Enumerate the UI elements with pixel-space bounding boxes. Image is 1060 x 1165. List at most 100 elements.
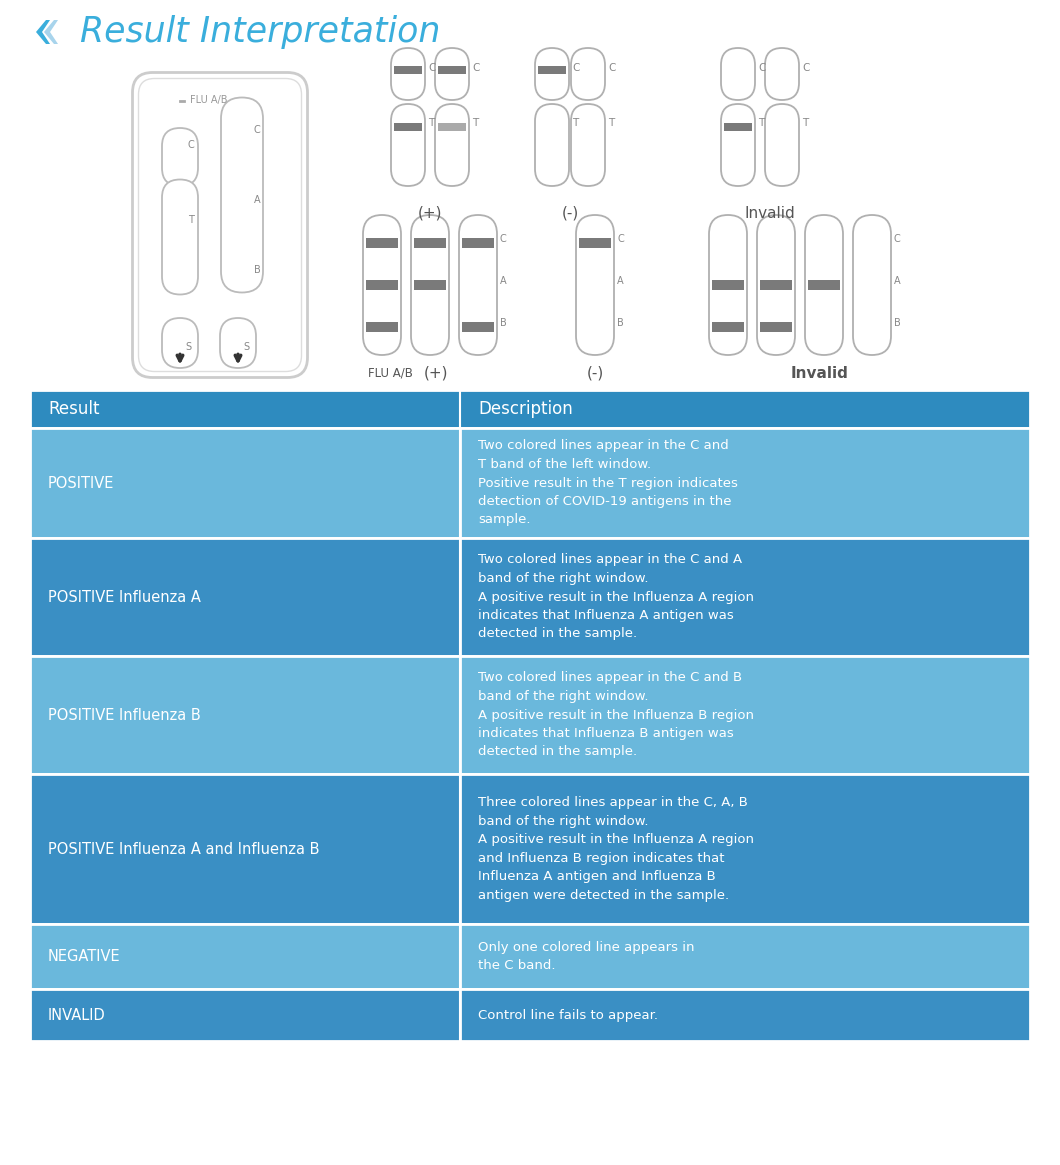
Text: Result: Result <box>48 400 100 418</box>
Text: Invalid: Invalid <box>744 205 795 220</box>
Text: T: T <box>758 118 764 128</box>
Bar <box>414 280 446 290</box>
FancyBboxPatch shape <box>535 104 569 186</box>
Text: Two colored lines appear in the C and
T band of the left window.
Positive result: Two colored lines appear in the C and T … <box>478 439 738 527</box>
Bar <box>760 322 792 332</box>
FancyBboxPatch shape <box>757 216 795 355</box>
Bar <box>460 989 1030 1042</box>
Bar <box>438 123 466 130</box>
Text: POSITIVE: POSITIVE <box>48 475 114 490</box>
Text: C: C <box>894 234 901 243</box>
FancyBboxPatch shape <box>391 104 425 186</box>
Bar <box>460 774 1030 924</box>
Bar <box>460 656 1030 774</box>
FancyBboxPatch shape <box>721 104 755 186</box>
Text: C: C <box>500 234 507 243</box>
Text: Two colored lines appear in the C and B
band of the right window.
A positive res: Two colored lines appear in the C and B … <box>478 671 754 758</box>
FancyBboxPatch shape <box>220 98 263 292</box>
Text: B: B <box>894 318 901 329</box>
Text: S: S <box>186 343 191 352</box>
Text: T: T <box>472 118 478 128</box>
Polygon shape <box>45 20 58 44</box>
Text: (+): (+) <box>424 366 448 381</box>
Bar <box>30 774 460 924</box>
Text: Description: Description <box>478 400 572 418</box>
Polygon shape <box>36 20 50 44</box>
FancyBboxPatch shape <box>435 48 469 100</box>
Bar <box>460 538 1030 656</box>
FancyBboxPatch shape <box>805 216 843 355</box>
FancyBboxPatch shape <box>765 48 799 100</box>
Bar <box>394 123 422 130</box>
Text: Control line fails to appear.: Control line fails to appear. <box>478 1009 658 1022</box>
Text: A: A <box>500 276 507 285</box>
FancyBboxPatch shape <box>571 48 605 100</box>
Text: B: B <box>500 318 507 329</box>
FancyBboxPatch shape <box>853 216 891 355</box>
FancyBboxPatch shape <box>132 72 307 377</box>
FancyBboxPatch shape <box>220 318 257 368</box>
Text: Only one colored line appears in
the C band.: Only one colored line appears in the C b… <box>478 941 694 973</box>
Bar <box>808 280 840 290</box>
Text: C: C <box>428 63 436 73</box>
Bar <box>366 322 398 332</box>
Text: C: C <box>617 234 623 243</box>
Text: C: C <box>608 63 616 73</box>
Bar <box>394 66 422 75</box>
Text: Invalid: Invalid <box>791 366 849 381</box>
Text: B: B <box>617 318 623 329</box>
Bar <box>30 924 460 989</box>
Bar <box>366 280 398 290</box>
Text: INVALID: INVALID <box>48 1008 106 1023</box>
Text: C: C <box>472 63 479 73</box>
Bar <box>538 66 566 75</box>
FancyBboxPatch shape <box>576 216 614 355</box>
Text: Three colored lines appear in the C, A, B
band of the right window.
A positive r: Three colored lines appear in the C, A, … <box>478 796 754 902</box>
FancyBboxPatch shape <box>411 216 449 355</box>
Text: POSITIVE Influenza B: POSITIVE Influenza B <box>48 707 200 722</box>
Text: Two colored lines appear in the C and A
band of the right window.
A positive res: Two colored lines appear in the C and A … <box>478 553 754 641</box>
Text: FLU A/B: FLU A/B <box>190 96 228 106</box>
FancyBboxPatch shape <box>363 216 401 355</box>
Bar <box>30 538 460 656</box>
FancyBboxPatch shape <box>391 48 425 100</box>
Bar <box>30 390 1030 428</box>
Bar <box>760 280 792 290</box>
FancyBboxPatch shape <box>162 318 198 368</box>
Bar <box>579 238 611 248</box>
Bar <box>30 428 460 538</box>
FancyBboxPatch shape <box>709 216 747 355</box>
Bar <box>712 280 744 290</box>
Text: C: C <box>254 125 261 135</box>
Text: C: C <box>802 63 810 73</box>
Bar <box>460 924 1030 989</box>
Bar <box>438 66 466 75</box>
Text: (+): (+) <box>418 205 442 220</box>
Text: C: C <box>572 63 580 73</box>
Bar <box>414 238 446 248</box>
Text: FLU A/B: FLU A/B <box>368 367 413 380</box>
Bar <box>460 428 1030 538</box>
Bar <box>30 656 460 774</box>
FancyBboxPatch shape <box>162 128 198 186</box>
Text: (-): (-) <box>562 205 579 220</box>
Text: (-): (-) <box>586 366 603 381</box>
FancyBboxPatch shape <box>535 48 569 100</box>
Text: B: B <box>254 264 261 275</box>
Bar <box>462 322 494 332</box>
Text: C: C <box>188 140 195 150</box>
Text: A: A <box>617 276 623 285</box>
Bar <box>724 123 752 130</box>
Text: A: A <box>254 195 261 205</box>
Text: NEGATIVE: NEGATIVE <box>48 949 121 963</box>
Text: T: T <box>188 216 194 225</box>
Bar <box>366 238 398 248</box>
FancyBboxPatch shape <box>765 104 799 186</box>
Text: T: T <box>572 118 579 128</box>
Text: S: S <box>243 343 249 352</box>
Text: Result Interpretation: Result Interpretation <box>80 15 440 49</box>
FancyBboxPatch shape <box>459 216 497 355</box>
Text: POSITIVE Influenza A: POSITIVE Influenza A <box>48 589 201 605</box>
Text: C: C <box>758 63 765 73</box>
Text: T: T <box>802 118 808 128</box>
